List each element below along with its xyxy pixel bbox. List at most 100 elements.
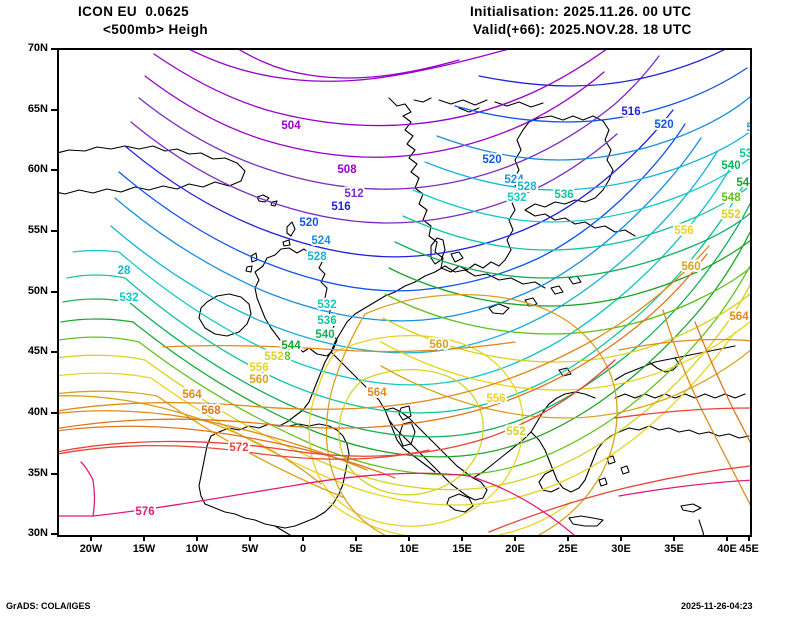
xtick-45e [748, 535, 750, 541]
contour-label-halo: 548 [271, 351, 291, 363]
contour-label-halo: 560 [429, 339, 448, 351]
contour-532 [72, 169, 730, 386]
contour-564b [162, 341, 516, 353]
contour-label: 548 [721, 192, 741, 204]
contour-572 [59, 444, 430, 460]
contour-label-halo: 536 [739, 148, 750, 160]
model-title: ICON EU 0.0625 [78, 4, 190, 19]
contour-label: 556 [674, 225, 693, 237]
xlabel-0: 0 [299, 543, 307, 555]
initialisation-label: Initialisation: 2025.11.26. 00 UTC [470, 4, 692, 19]
contour-label-halo: 552 [264, 351, 283, 363]
contour-544 [60, 230, 750, 458]
contour-524b [436, 95, 750, 161]
xtick-25e [567, 535, 569, 541]
xtick-10e [408, 535, 410, 541]
contour-508b [144, 71, 605, 158]
contour-label: 520 [654, 119, 673, 131]
contour-label: 544 [281, 340, 301, 352]
contour-560c [59, 395, 322, 485]
contour-528b [424, 130, 750, 191]
contour-label: 552 [264, 351, 283, 363]
xtick-20e [514, 535, 516, 541]
contour-label: 568 [201, 405, 221, 417]
contour-552-low [338, 368, 484, 496]
contour-label-halo: 536 [554, 189, 573, 201]
xtick-10w [196, 535, 198, 541]
contour-label-halo: 508 [337, 164, 357, 176]
contour-label-halo: 540 [721, 160, 740, 172]
contour-556 [59, 331, 736, 506]
contour-label-halo: 504 [281, 120, 301, 132]
xlabel-10w: 10W [185, 543, 209, 555]
contour-label: 536 [317, 315, 336, 327]
ylabel-30n: 30N [27, 527, 48, 539]
contour-label-halo: 512 [344, 188, 363, 200]
contour-label: 516 [331, 201, 350, 213]
contour-label-layer: 5045045085085125125165165205205245245285… [116, 104, 750, 535]
contour-572c [614, 407, 750, 419]
contour-label: 532 [119, 292, 138, 304]
contour-label: 552 [506, 426, 525, 438]
contour-560-ring [325, 294, 618, 535]
xtick-5w [249, 535, 251, 541]
contour-label: 544 [736, 177, 750, 189]
ylabel-50n: 50N [27, 285, 48, 297]
contour-label: 552 [721, 209, 740, 221]
ytick-60n [51, 169, 57, 171]
contour-552b [382, 293, 750, 363]
contour-label: 560 [249, 374, 268, 386]
xlabel-35e: 35E [664, 543, 684, 555]
contour-568b [59, 253, 708, 429]
contour-label: 516 [621, 106, 640, 118]
ytick-70n [51, 48, 57, 50]
xtick-15e [461, 535, 463, 541]
level-title: <500mb> Heigh [103, 22, 208, 37]
ylabel-55n: 55N [27, 224, 48, 236]
coastline-layer [59, 97, 750, 535]
contour-label-halo: 524 [504, 174, 524, 186]
contour-512 [138, 55, 660, 190]
contour-label-halo: 564 [729, 311, 749, 323]
contour-label: 564 [729, 311, 749, 323]
contour-572d [488, 465, 750, 533]
ytick-40n [51, 412, 57, 414]
contour-label: 528 [517, 181, 537, 193]
contour-568 [59, 425, 396, 479]
contour-label-halo: 544 [736, 177, 750, 189]
contour-label: 564 [182, 389, 202, 401]
contour-564d [618, 338, 750, 351]
xtick-5e [355, 535, 357, 541]
contour-532b [412, 157, 750, 223]
contour-label-halo: 560 [681, 261, 700, 273]
contour-536 [66, 185, 744, 414]
xlabel-45e: 45E [739, 543, 759, 555]
xlabel-15w: 15W [132, 543, 156, 555]
contour-556-low [308, 334, 524, 527]
contour-576d [618, 479, 750, 497]
contour-540b [394, 212, 750, 279]
contour-label-halo: 532 [507, 192, 526, 204]
contour-label: 524 [504, 174, 524, 186]
contour-548b [384, 267, 750, 335]
xtick-15w [143, 535, 145, 541]
contour-label-halo: 564 [367, 387, 387, 399]
ylabel-65n: 65N [27, 103, 48, 115]
contour-label: 540 [721, 160, 740, 172]
contour-520c [454, 67, 748, 123]
contour-576 [59, 461, 96, 517]
contour-label-halo: 532 [119, 292, 138, 304]
contour-label: 28 [118, 265, 131, 277]
ylabel-70n: 70N [27, 42, 48, 54]
contour-label-halo: 516 [621, 106, 640, 118]
xlabel-15e: 15E [452, 543, 472, 555]
xtick-35e [673, 535, 675, 541]
contour-560b [380, 349, 750, 419]
contour-label: 564 [367, 387, 387, 399]
contour-564 [59, 410, 368, 471]
contour-label: 524 [311, 235, 331, 247]
contour-label-halo: 520 [299, 217, 318, 229]
contour-label: 536 [554, 189, 573, 201]
contour-line-layer [59, 50, 750, 535]
